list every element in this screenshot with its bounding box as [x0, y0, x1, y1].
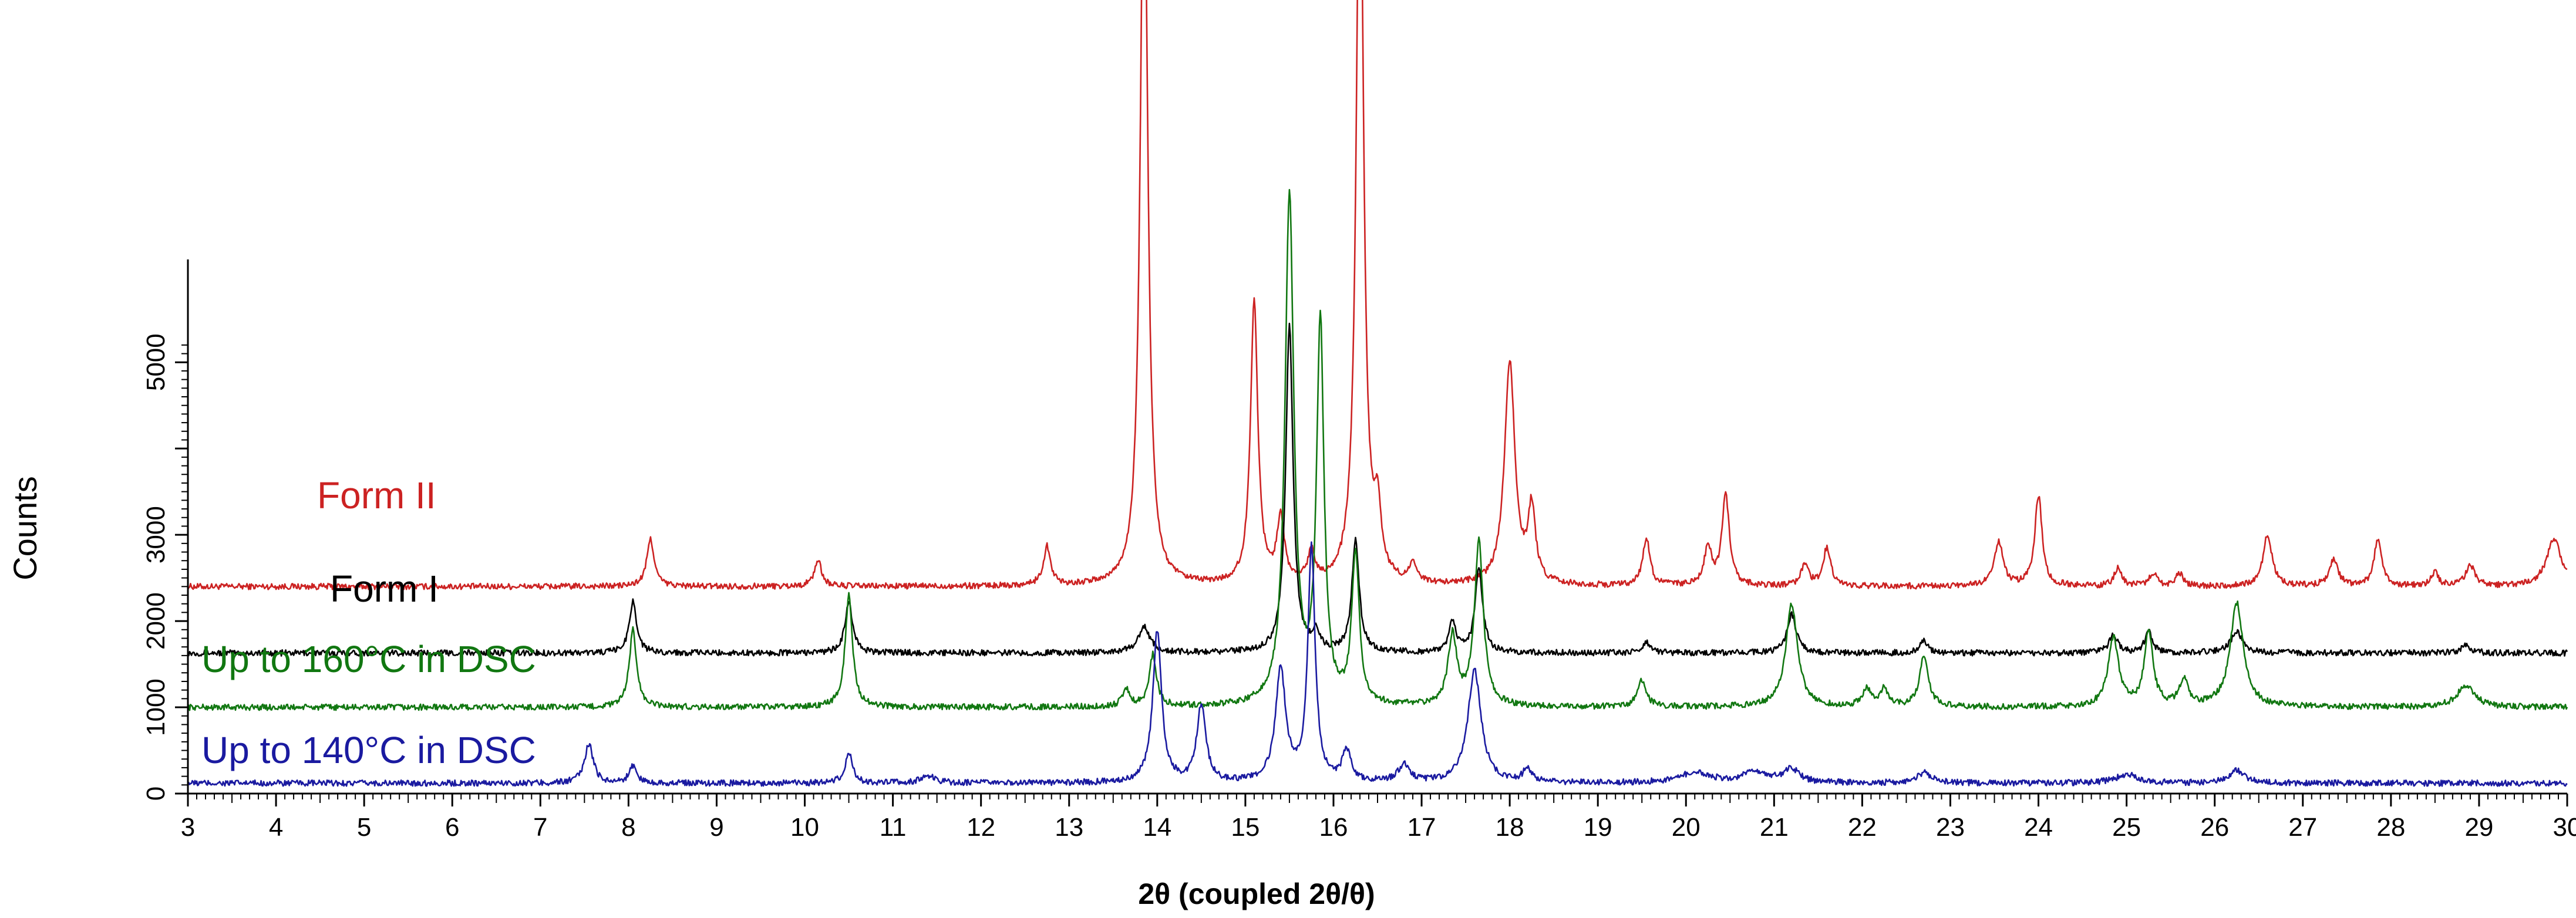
series-label-140c: Up to 140°C in DSC — [201, 729, 536, 771]
x-tick-label: 27 — [2288, 813, 2317, 842]
y-tick-label: 1000 — [142, 679, 170, 736]
x-tick-label: 9 — [709, 813, 723, 842]
x-tick-label: 12 — [967, 813, 995, 842]
x-tick-label: 5 — [357, 813, 371, 842]
x-axis-title: 2θ (coupled 2θ/θ) — [1138, 878, 1375, 910]
series-line-1 — [188, 322, 2568, 657]
y-tick-label: 3000 — [142, 506, 170, 563]
y-tick-label: 2000 — [142, 592, 170, 650]
x-tick-label: 21 — [1760, 813, 1789, 842]
x-tick-label: 8 — [621, 813, 635, 842]
x-tick-label: 20 — [1672, 813, 1701, 842]
x-tick-label: 3 — [181, 813, 195, 842]
series-label-form-ii: Form II — [317, 474, 436, 517]
x-tick-label: 29 — [2464, 813, 2493, 842]
x-tick-label: 25 — [2112, 813, 2141, 842]
y-tick-label: 5000 — [142, 333, 170, 391]
x-tick-label: 19 — [1584, 813, 1612, 842]
x-tick-label: 14 — [1143, 813, 1171, 842]
y-ticks: 0 1000 2000 3000 5000 — [142, 333, 188, 801]
x-tick-label: 23 — [1936, 813, 1965, 842]
series-line-0 — [188, 0, 2568, 590]
x-tick-label: 22 — [1848, 813, 1877, 842]
x-tick-label: 13 — [1055, 813, 1083, 842]
x-tick-label: 16 — [1319, 813, 1348, 842]
x-tick-label: 28 — [2376, 813, 2405, 842]
y-axis-title: Counts — [6, 476, 43, 580]
x-ticks: 3 4 5 6 7 8 9 10 11 12 13 14 15 16 17 18 19 20 21 22 23 24 25 2… — [181, 794, 2576, 842]
series-label-form-i: Form I — [330, 568, 439, 610]
x-tick-label: 18 — [1496, 813, 1524, 842]
x-tick-label: 15 — [1231, 813, 1260, 842]
x-tick-label: 7 — [533, 813, 547, 842]
x-tick-label: 24 — [2024, 813, 2053, 842]
series-label-160c: Up to 160°C in DSC — [201, 638, 536, 680]
x-tick-label: 4 — [269, 813, 283, 842]
series-line-2 — [188, 188, 2568, 711]
y-tick-label: 0 — [142, 787, 170, 801]
axes-layer: 3 4 5 6 7 8 9 10 11 12 13 14 15 16 17 18 19 20 21 22 23 24 25 2… — [142, 259, 2576, 842]
x-tick-label: 10 — [790, 813, 819, 842]
series-layer — [188, 0, 2568, 787]
x-tick-label: 17 — [1407, 813, 1436, 842]
x-tick-label: 11 — [880, 813, 907, 842]
series-line-3 — [188, 541, 2568, 787]
x-tick-label: 6 — [445, 813, 459, 842]
x-tick-label: 30 — [2553, 813, 2576, 842]
x-tick-label: 26 — [2200, 813, 2229, 842]
